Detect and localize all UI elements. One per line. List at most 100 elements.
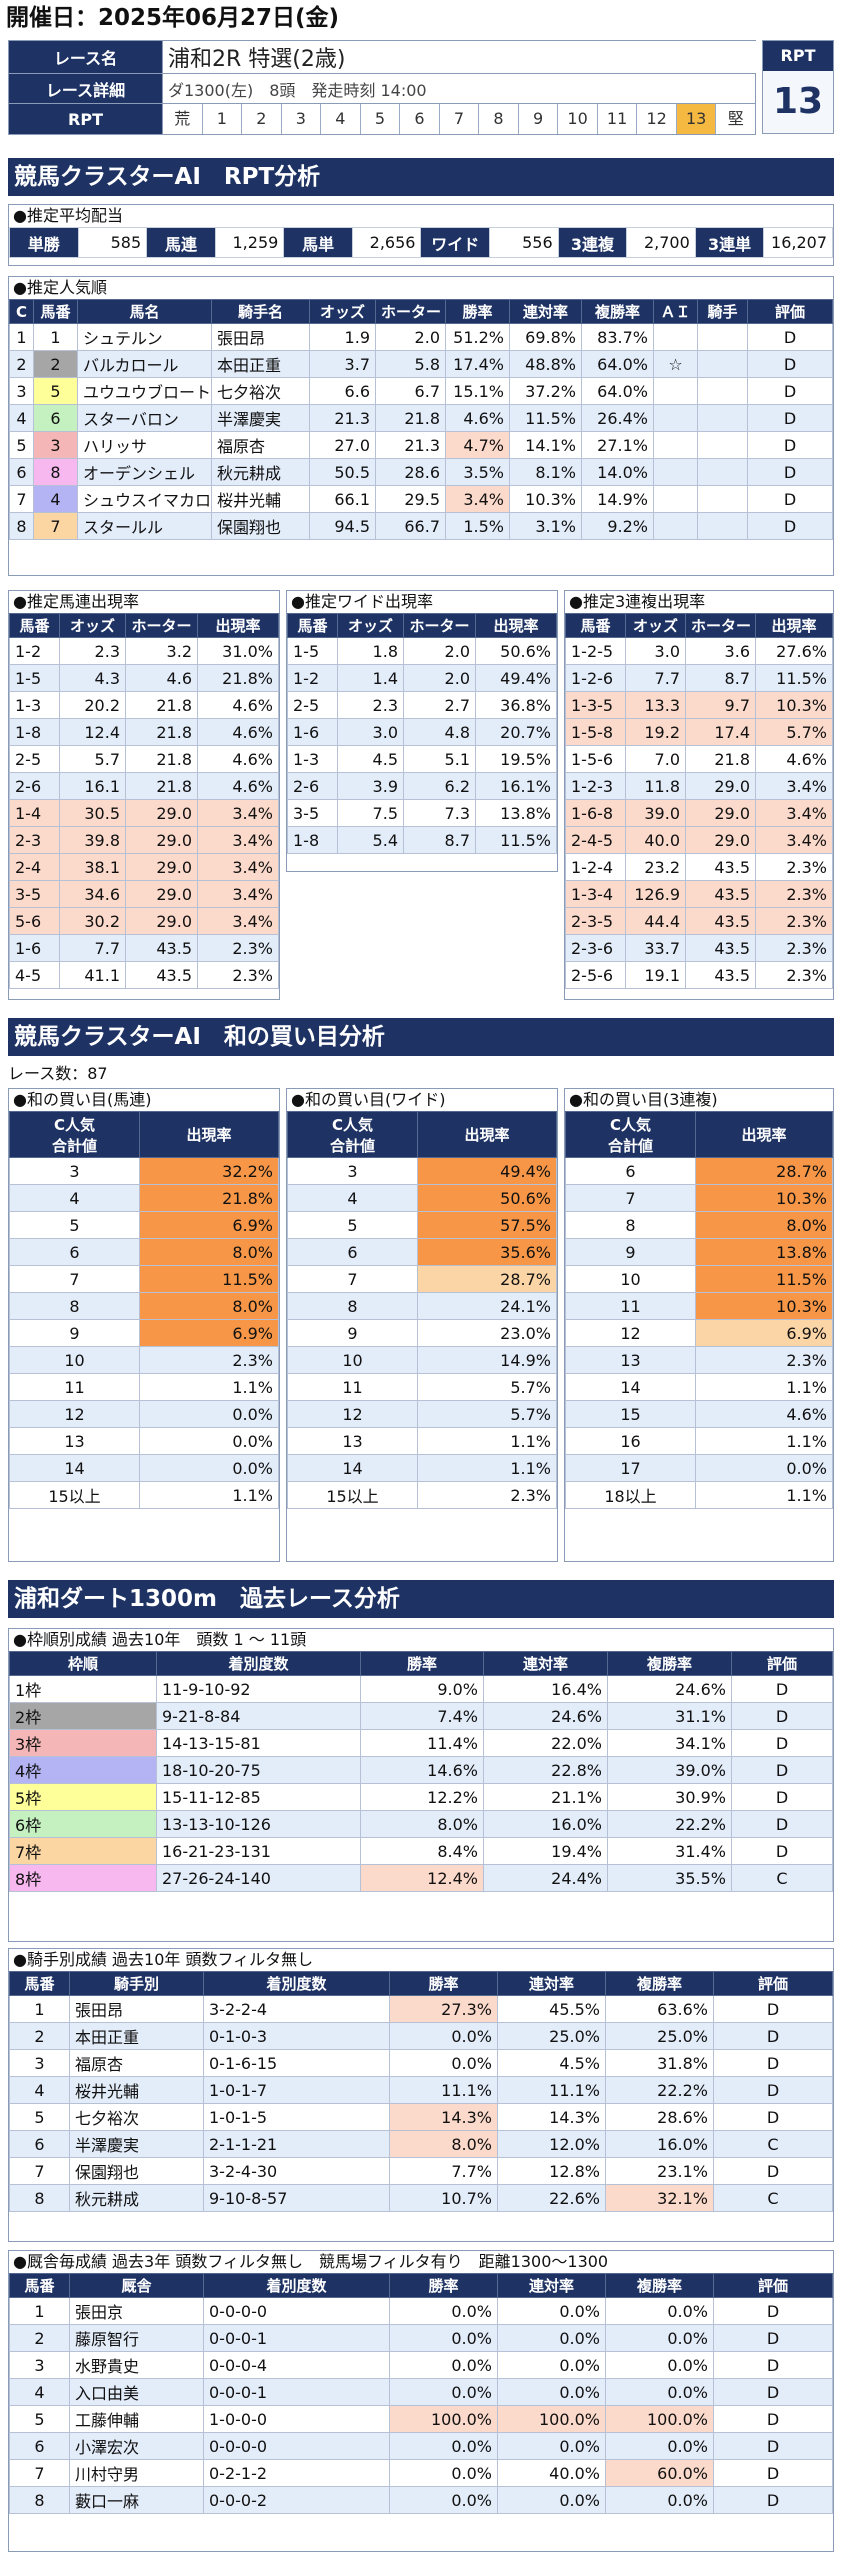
popularity-jk [697,485,748,513]
popularity-win: 4.7% [445,431,510,459]
sanrenpuku-cell: 23.2 [625,853,686,881]
sum-wide-sum: 10 [287,1346,418,1374]
jockey-num: 4 [9,2076,70,2104]
sanrenpuku-cell: 19.1 [625,961,686,989]
stable-row: 5 工藤伸輔 1-0-0-0 100.0% 100.0% 100.0% D [9,2405,833,2433]
umaren-cell: 1-8 [9,718,60,746]
popularity-win: 4.6% [445,404,510,432]
umaren-cell: 3.4% [197,799,279,827]
waku-win: 8.4% [360,1837,484,1865]
sum-wide-rate: 5.7% [417,1373,557,1401]
umaren-row: 1-2 2.3 3.2 31.0% [9,637,279,665]
popularity-ai [653,431,698,459]
waku-record: 16-21-23-131 [156,1837,361,1865]
stable-win: 0.0% [389,2432,498,2460]
popularity-name: バルカロール [77,350,212,378]
stable-fuku: 0.0% [605,2297,714,2325]
umaren-cell: 29.0 [125,907,198,935]
popularity-name: スターバロン [77,404,212,432]
sum-umaren-row: 13 0.0% [9,1427,279,1455]
payout-type: 3連複 [557,227,628,258]
jockey-fuku: 32.1% [605,2184,714,2212]
jockey-record: 9-10-8-57 [203,2184,390,2212]
sanrenpuku-cell: 8.7 [685,664,756,692]
sum-wide-sum: 9 [287,1319,418,1347]
waku-eval: D [731,1756,833,1784]
sum-umaren-row: 10 2.3% [9,1346,279,1374]
payout-type: 馬単 [283,227,353,258]
sum-umaren-row: 15以上 1.1% [9,1481,279,1509]
wide-cell: 5.1 [403,745,476,773]
stable-win: 100.0% [389,2405,498,2433]
umaren-cell: 3.4% [197,853,279,881]
sum-umaren-sum: 12 [9,1400,140,1428]
wide-header: ホーター [403,613,476,638]
sum-wide-rate: 28.7% [417,1265,557,1293]
umaren-cell: 21.8 [125,718,198,746]
jockey-title: ●騎手別成績 過去10年 頭数フィルタ無し [13,1950,314,1969]
popularity-row: 4 6 スターバロン 半澤慶実 21.3 21.8 4.6% 11.5% 26.4% D [9,404,833,432]
stable-fuku: 0.0% [605,2324,714,2352]
waku-ren: 19.4% [483,1837,608,1865]
sanrenpuku-cell: 40.0 [625,826,686,854]
umaren-cell: 1-3 [9,691,60,719]
rpt-scale-cell: 堅 [727,109,744,128]
popularity-title: ●推定人気順 [13,278,107,297]
popularity-header: 騎手名 [211,299,310,324]
jockey-name: 秋元耕成 [69,2184,204,2212]
waku-title: ●枠順別成績 過去10年 頭数 1 ～ 11頭 [13,1630,307,1649]
race-name: 浦和2R 特選(2歳) [162,40,756,74]
waku-row: 6枠 13-13-10-126 8.0% 16.0% 22.2% D [9,1810,833,1838]
wide-cell: 16.1% [475,772,557,800]
sum-wide-sum: 6 [287,1238,418,1266]
jockey-win: 11.1% [389,2076,498,2104]
stable-num: 8 [9,2486,70,2514]
sum-umaren-sum: 6 [9,1238,140,1266]
sanrenpuku-header: オッズ [625,613,686,638]
waku-ren: 24.4% [483,1864,608,1892]
umaren-row: 3-5 34.6 29.0 3.4% [9,880,279,908]
umaren-cell: 21.8 [125,772,198,800]
sanrenpuku-cell: 43.5 [685,880,756,908]
sum-sanren-title: ●和の買い目(3連複) [569,1090,718,1109]
umaren-cell: 29.0 [125,799,198,827]
stable-record: 0-0-0-0 [203,2432,390,2460]
umaren-table: 馬番 オッズ ホーター 出現率 1-2 2.3 3.2 31.0% 1-5 4.3 4.6 21.8%… [9,613,279,989]
umaren-cell: 2.3% [197,934,279,962]
payout-value: 2,700 [626,227,696,258]
sum-wide-table: C人気 合計値 出現率 3 49.4% 4 50.6% 5 57.5% 6 35.6% 7 28.7% 8… [287,1111,557,1509]
wide-cell: 4.5 [337,745,404,773]
sanrenpuku-cell: 2.3% [755,907,833,935]
stable-num: 3 [9,2351,70,2379]
sanrenpuku-cell: 19.2 [625,718,686,746]
sanrenpuku-cell: 43.5 [685,907,756,935]
waku-ren: 22.8% [483,1756,608,1784]
rpt-scale-cell: 8 [479,104,519,134]
popularity-name: ユウユウブロート [77,377,212,405]
jockey-name: 保園翔也 [69,2157,204,2185]
umaren-row: 1-6 7.7 43.5 2.3% [9,934,279,962]
sum-sanren-sum: 6 [565,1157,696,1185]
sum-sanren-rate: 10.3% [695,1184,833,1212]
sum-sanren-row: 15 4.6% [565,1400,833,1428]
stable-name: 川村守男 [69,2459,204,2487]
sanrenpuku-cell: 27.6% [755,637,833,665]
stable-row: 2 藤原智行 0-0-0-1 0.0% 0.0% 0.0% D [9,2324,833,2352]
popularity-eval: D [747,485,833,513]
jockey-win: 8.0% [389,2130,498,2158]
popularity-eval: D [747,404,833,432]
popularity-ren: 3.1% [509,512,582,540]
waku-header: 評価 [731,1651,833,1676]
sum-wide-sum: 7 [287,1265,418,1293]
popularity-c: 1 [9,323,34,351]
stable-header: 複勝率 [605,2273,714,2298]
sum-wide-sum: 14 [287,1454,418,1482]
umaren-cell: 21.8 [125,745,198,773]
sanrenpuku-row: 1-6-8 39.0 29.0 3.4% [565,799,833,827]
stable-win: 0.0% [389,2378,498,2406]
sanrenpuku-row: 1-2-4 23.2 43.5 2.3% [565,853,833,881]
popularity-name: オーデンシェル [77,458,212,486]
stable-header: 評価 [713,2273,833,2298]
umaren-cell: 29.0 [125,826,198,854]
waku-ren: 22.0% [483,1729,608,1757]
